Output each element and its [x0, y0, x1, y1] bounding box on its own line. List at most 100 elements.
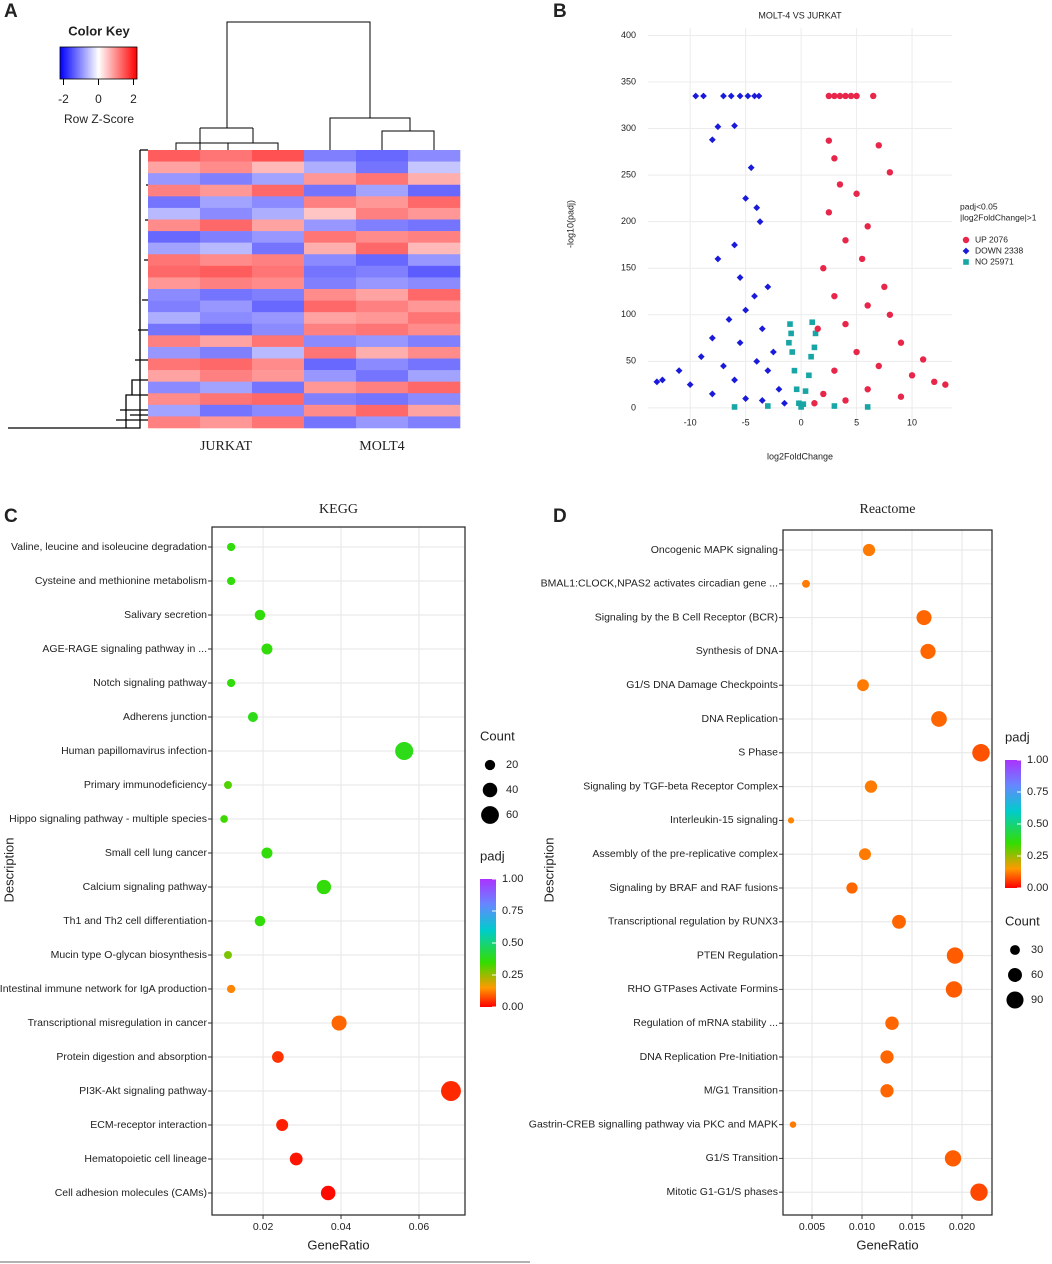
legend-label: NO 25971 — [975, 256, 1014, 266]
heatmap-cell — [356, 265, 409, 278]
y-tick-label: Signaling by BRAF and RAF fusions — [609, 882, 778, 894]
dot — [261, 643, 273, 655]
point — [742, 194, 750, 202]
point — [787, 321, 793, 327]
heatmap-cell — [356, 381, 409, 394]
heatmap-cell — [200, 219, 253, 232]
y-tick-label: Transcriptional misregulation in cancer — [28, 1017, 208, 1029]
y-tick-label: BMAL1:CLOCK,NPAS2 activates circadian ge… — [541, 578, 778, 590]
heatmap-cell — [200, 254, 253, 267]
heatmap-cell — [200, 300, 253, 313]
y-tick-label: Notch signaling pathway — [93, 677, 208, 689]
x-axis-label: GeneRatio — [856, 1237, 918, 1252]
heatmap-cell — [356, 254, 409, 267]
heatmap-cell — [408, 219, 461, 232]
legend-label: 0.75 — [1027, 786, 1048, 798]
point — [727, 92, 735, 100]
plot-frame — [211, 526, 466, 1216]
point — [764, 367, 772, 375]
point — [808, 353, 814, 360]
legend-label: 1.00 — [502, 873, 523, 885]
heatmap-cell — [304, 150, 357, 162]
heatmap-cell — [408, 196, 461, 209]
x-tick-label: 0.06 — [409, 1221, 430, 1233]
heatmap-cell — [304, 323, 357, 336]
heatmap-cell — [356, 207, 409, 220]
heatmap-cell — [200, 346, 253, 359]
point — [881, 283, 888, 291]
point — [708, 136, 716, 144]
y-tick-label: ECM-receptor interaction — [90, 1119, 207, 1131]
y-tick-label: Hematopoietic cell lineage — [84, 1153, 207, 1165]
dot — [944, 1150, 962, 1167]
legend-label: 0.25 — [502, 969, 523, 981]
heatmap-cell — [304, 254, 357, 267]
x-axis-label: log2FoldChange — [767, 451, 833, 461]
point — [731, 404, 738, 410]
point — [751, 92, 758, 100]
dot — [223, 951, 232, 959]
point — [825, 92, 833, 100]
point — [764, 283, 772, 291]
heatmap-cell — [148, 312, 201, 325]
heatmap-cell — [252, 381, 305, 394]
x-tick-label: 0 — [799, 417, 804, 427]
heatmap-cell — [148, 150, 201, 162]
y-tick-label: Regulation of mRNA stability ... — [633, 1017, 778, 1029]
heatmap-cell — [200, 404, 253, 417]
legend-label: 60 — [1031, 969, 1043, 981]
point — [831, 92, 838, 100]
heatmap-cell — [408, 416, 461, 429]
legend-label: 20 — [506, 759, 518, 771]
legend-marker — [962, 236, 970, 244]
panel-label: C — [4, 506, 18, 527]
dot — [857, 679, 869, 692]
x-tick-label: 0.010 — [849, 1221, 875, 1233]
heatmap-cell — [356, 346, 409, 359]
point — [731, 241, 738, 249]
heatmap-cell — [252, 242, 305, 255]
heatmap-cell — [304, 370, 357, 382]
heatmap-cell — [408, 277, 461, 290]
legend-dot — [1006, 991, 1024, 1009]
heatmap-cell — [148, 265, 201, 278]
y-tick-label: Th1 and Th2 cell differentiation — [63, 915, 207, 927]
dot — [787, 817, 795, 824]
heatmap-cell — [408, 184, 461, 197]
y-tick-label: 200 — [621, 216, 636, 226]
y-tick-label: 0 — [631, 402, 636, 412]
legend-label: 40 — [506, 784, 518, 796]
point — [720, 92, 727, 100]
heatmap-cell — [252, 184, 305, 197]
heatmap-cell — [200, 242, 253, 255]
point — [751, 292, 758, 300]
point — [736, 92, 744, 100]
dot — [880, 1084, 894, 1098]
heatmap-cell — [148, 370, 201, 382]
dot — [859, 848, 871, 861]
point — [836, 181, 844, 188]
point — [756, 218, 764, 226]
legend-title: padj — [480, 848, 505, 863]
heatmap-cell — [148, 184, 201, 197]
dot — [802, 579, 810, 588]
heatmap-cell — [148, 381, 201, 394]
x-tick-label: -10 — [684, 417, 697, 427]
dot — [441, 1081, 461, 1101]
y-tick-label: Cell adhesion molecules (CAMs) — [55, 1187, 207, 1199]
heatmap-cell — [356, 196, 409, 209]
dot — [289, 1152, 303, 1166]
heatmap-cell — [408, 161, 461, 174]
point — [802, 388, 809, 394]
point — [858, 255, 866, 263]
heatmap-cell — [148, 242, 201, 255]
point — [796, 400, 802, 407]
y-tick-label: 100 — [621, 309, 636, 319]
heatmap-cell — [304, 196, 357, 209]
point — [786, 339, 792, 346]
y-tick-label: Small cell lung cancer — [105, 847, 208, 859]
heatmap-cell — [148, 323, 201, 336]
heatmap-cell — [304, 231, 357, 243]
dot — [916, 610, 932, 626]
chart-title: Reactome — [860, 502, 916, 517]
